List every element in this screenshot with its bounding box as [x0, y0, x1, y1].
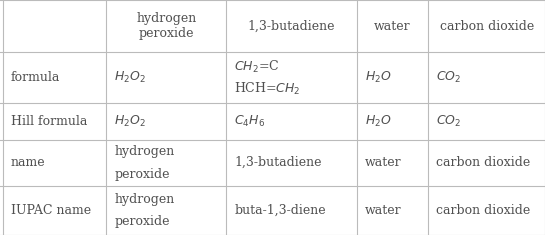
Text: peroxide: peroxide	[114, 168, 170, 180]
Text: $H_2O_2$: $H_2O_2$	[114, 114, 146, 129]
Text: peroxide: peroxide	[114, 215, 170, 228]
Text: $H_2O_2$: $H_2O_2$	[114, 70, 146, 85]
Text: hydrogen
peroxide: hydrogen peroxide	[136, 12, 196, 40]
Text: water: water	[365, 156, 402, 169]
Text: water: water	[365, 204, 402, 217]
Text: formula: formula	[11, 71, 60, 84]
Text: $CO_2$: $CO_2$	[436, 70, 461, 85]
Text: IUPAC name: IUPAC name	[11, 204, 91, 217]
Text: carbon dioxide: carbon dioxide	[436, 204, 530, 217]
Text: name: name	[11, 156, 46, 169]
Text: $H_2O$: $H_2O$	[365, 114, 392, 129]
Text: carbon dioxide: carbon dioxide	[436, 156, 530, 169]
Text: water: water	[374, 20, 411, 33]
Text: $H_2O$: $H_2O$	[365, 70, 392, 85]
Text: $CH_2$=C: $CH_2$=C	[234, 59, 280, 74]
Text: $CO_2$: $CO_2$	[436, 114, 461, 129]
Text: carbon dioxide: carbon dioxide	[440, 20, 534, 33]
Text: hydrogen: hydrogen	[114, 145, 175, 158]
Text: HCH=$CH_2$: HCH=$CH_2$	[234, 81, 301, 97]
Text: hydrogen: hydrogen	[114, 192, 175, 206]
Text: 1,3-butadiene: 1,3-butadiene	[248, 20, 335, 33]
Text: $C_4H_6$: $C_4H_6$	[234, 114, 265, 129]
Text: Hill formula: Hill formula	[11, 115, 87, 128]
Text: 1,3-butadiene: 1,3-butadiene	[234, 156, 322, 169]
Text: buta-1,3-diene: buta-1,3-diene	[234, 204, 326, 217]
